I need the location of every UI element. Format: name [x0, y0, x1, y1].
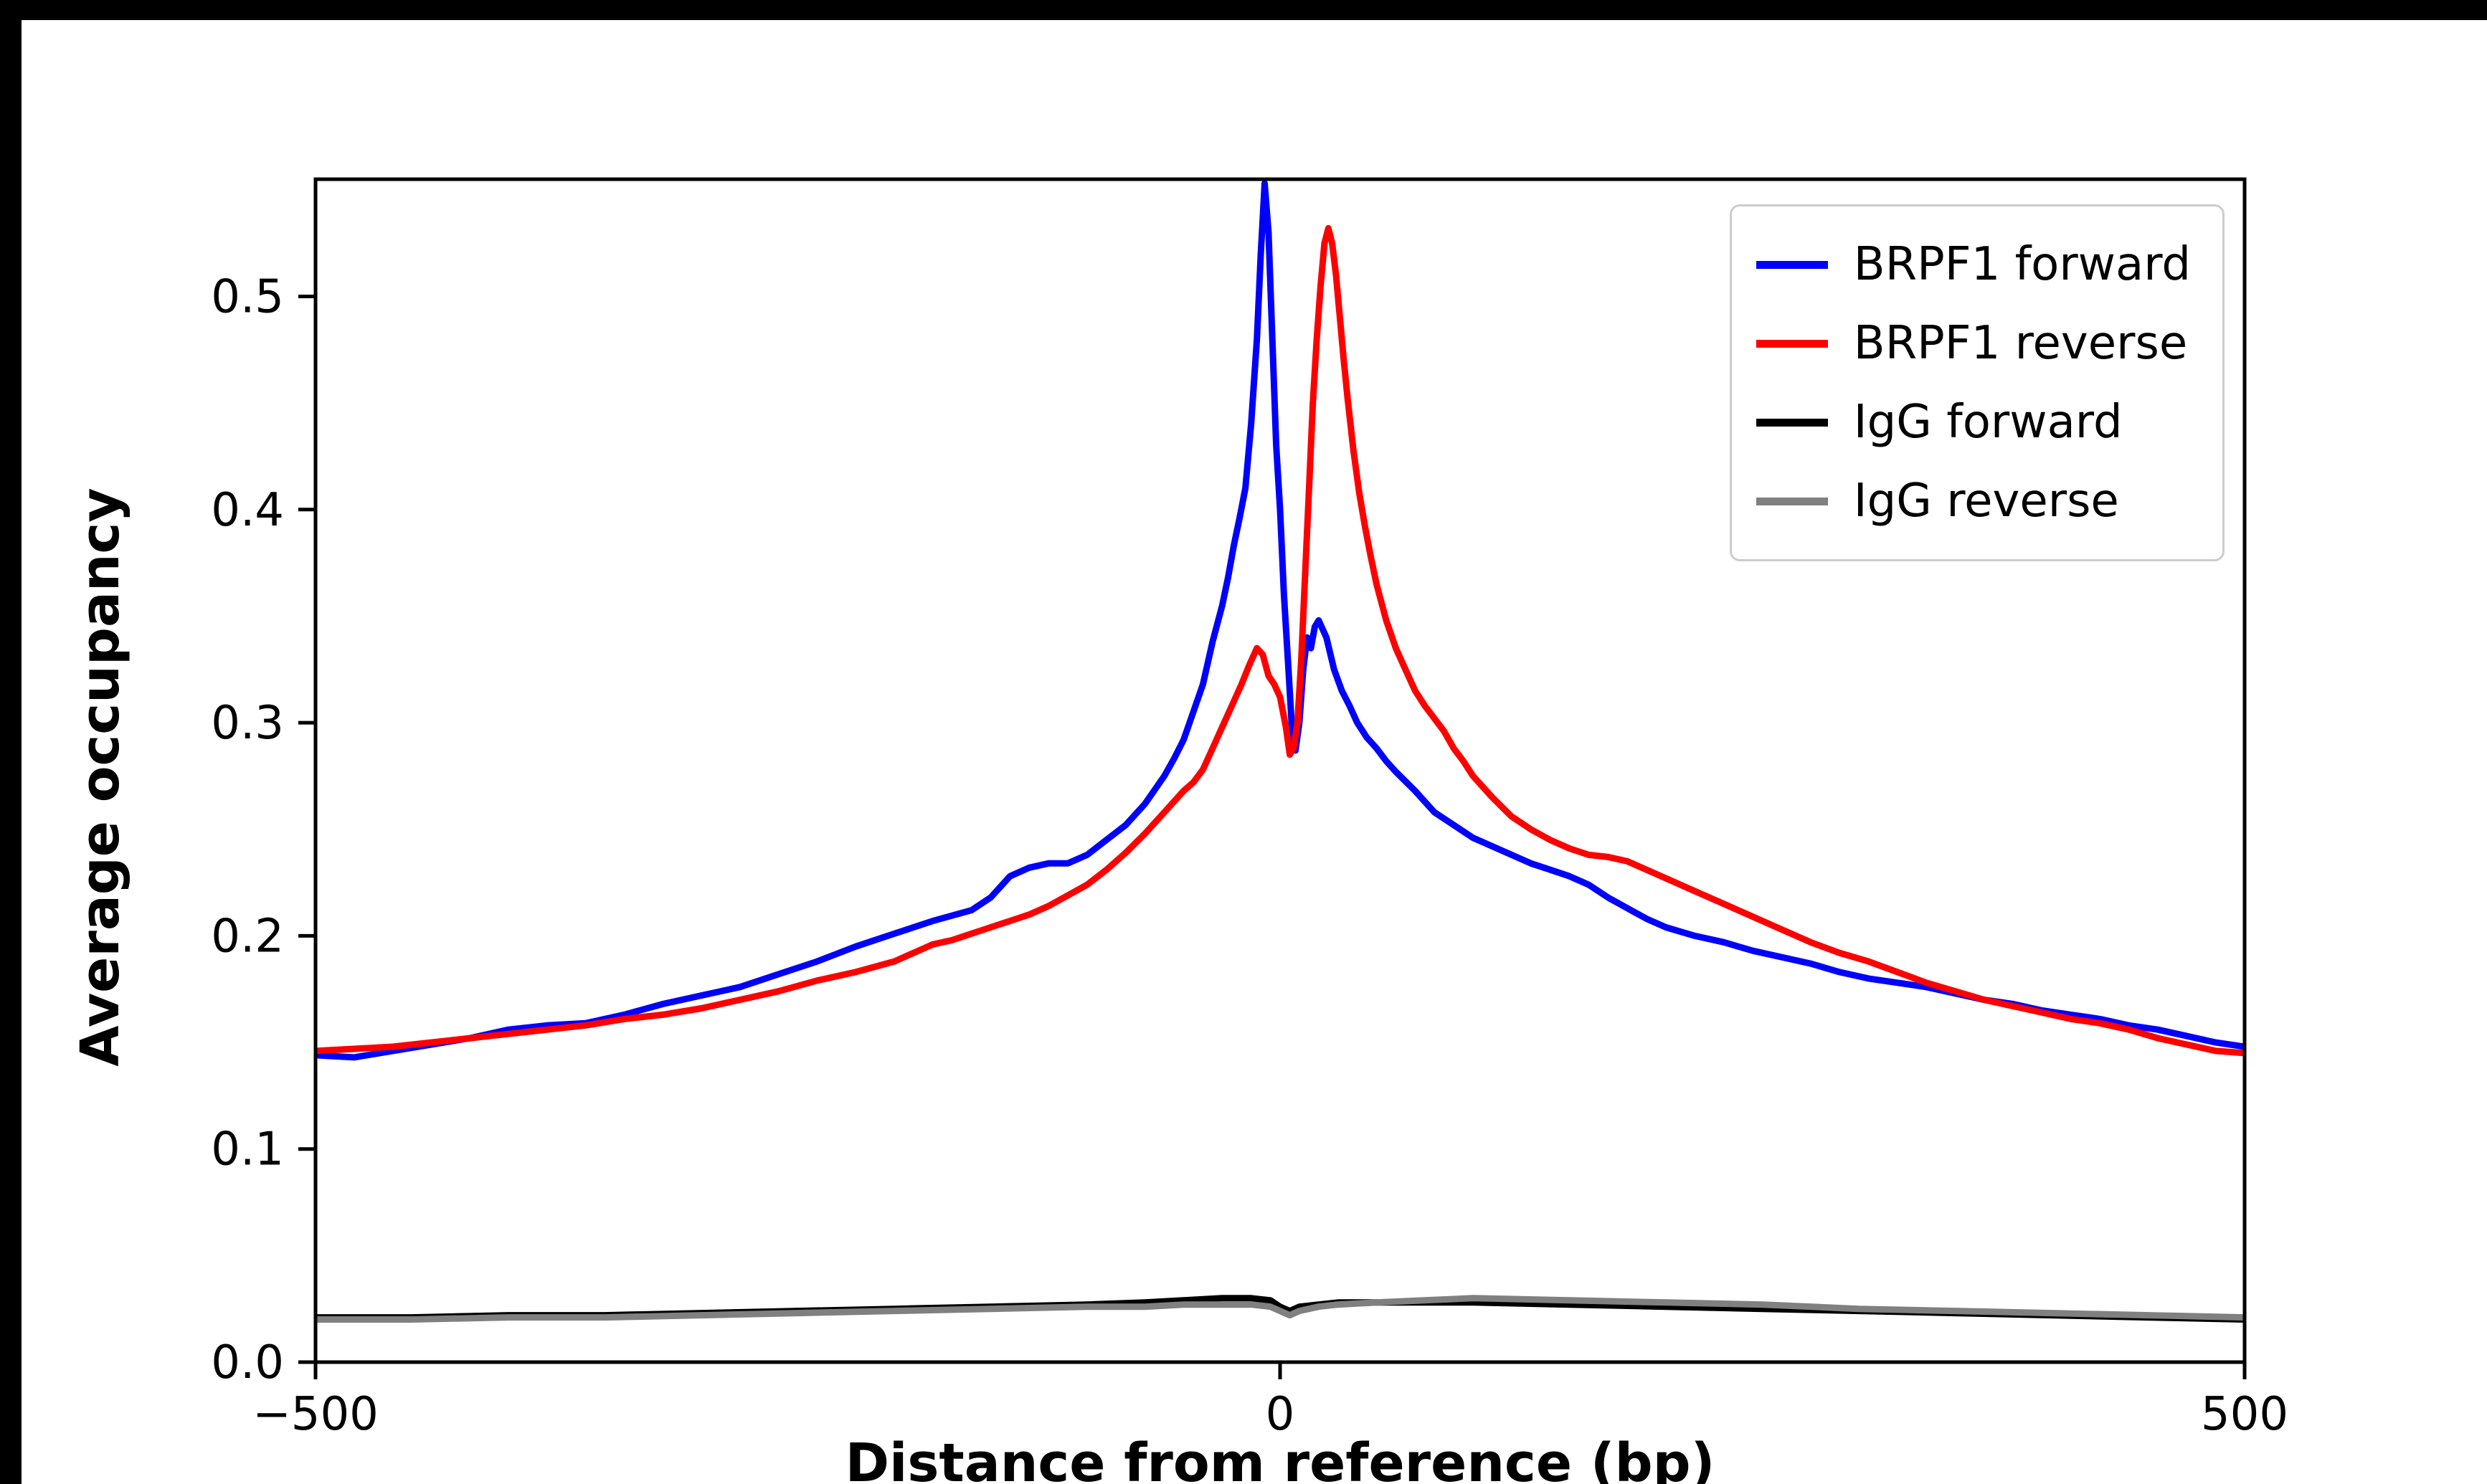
legend-item-brpf1-reverse: BRPF1 reverse [1756, 304, 2191, 383]
series-line-igg-reverse [316, 1295, 2245, 1323]
legend-item-brpf1-forward: BRPF1 forward [1756, 225, 2191, 304]
legend-line-swatch [1756, 418, 1828, 427]
y-tick-label: 0.4 [211, 484, 284, 537]
y-tick-label: 0.5 [211, 271, 284, 324]
x-tick-label: 0 [1266, 1388, 1295, 1441]
series-line-brpf1-reverse [316, 224, 2245, 1057]
legend-label: IgG reverse [1853, 475, 2119, 528]
legend-line-swatch [1756, 260, 1828, 269]
series-group [316, 180, 2245, 1323]
legend-label: BRPF1 reverse [1853, 317, 2188, 370]
x-axis-label: Distance from reference (bp) [845, 1432, 1715, 1484]
legend-line-swatch [1756, 497, 1828, 505]
legend-line-swatch [1756, 339, 1828, 348]
legend: BRPF1 forward BRPF1 reverse IgG forward IgG… [1729, 204, 2225, 561]
x-tick-label: −500 [252, 1388, 379, 1441]
top-frame-bar [0, 0, 2487, 20]
legend-label: BRPF1 forward [1853, 238, 2191, 291]
legend-item-igg-reverse: IgG reverse [1756, 462, 2191, 541]
y-tick-label: 0.1 [211, 1123, 284, 1176]
y-tick-label: 0.2 [211, 910, 284, 963]
plot-border [313, 177, 2247, 1364]
y-axis-label: Average occupancy [70, 487, 131, 1067]
y-tick-label: 0.0 [211, 1336, 284, 1389]
y-tick-label: 0.3 [211, 697, 284, 750]
x-tick-label: 500 [2201, 1388, 2288, 1441]
left-frame-bar [0, 0, 22, 1484]
legend-label: IgG forward [1853, 396, 2123, 449]
legend-item-igg-forward: IgG forward [1756, 383, 2191, 462]
